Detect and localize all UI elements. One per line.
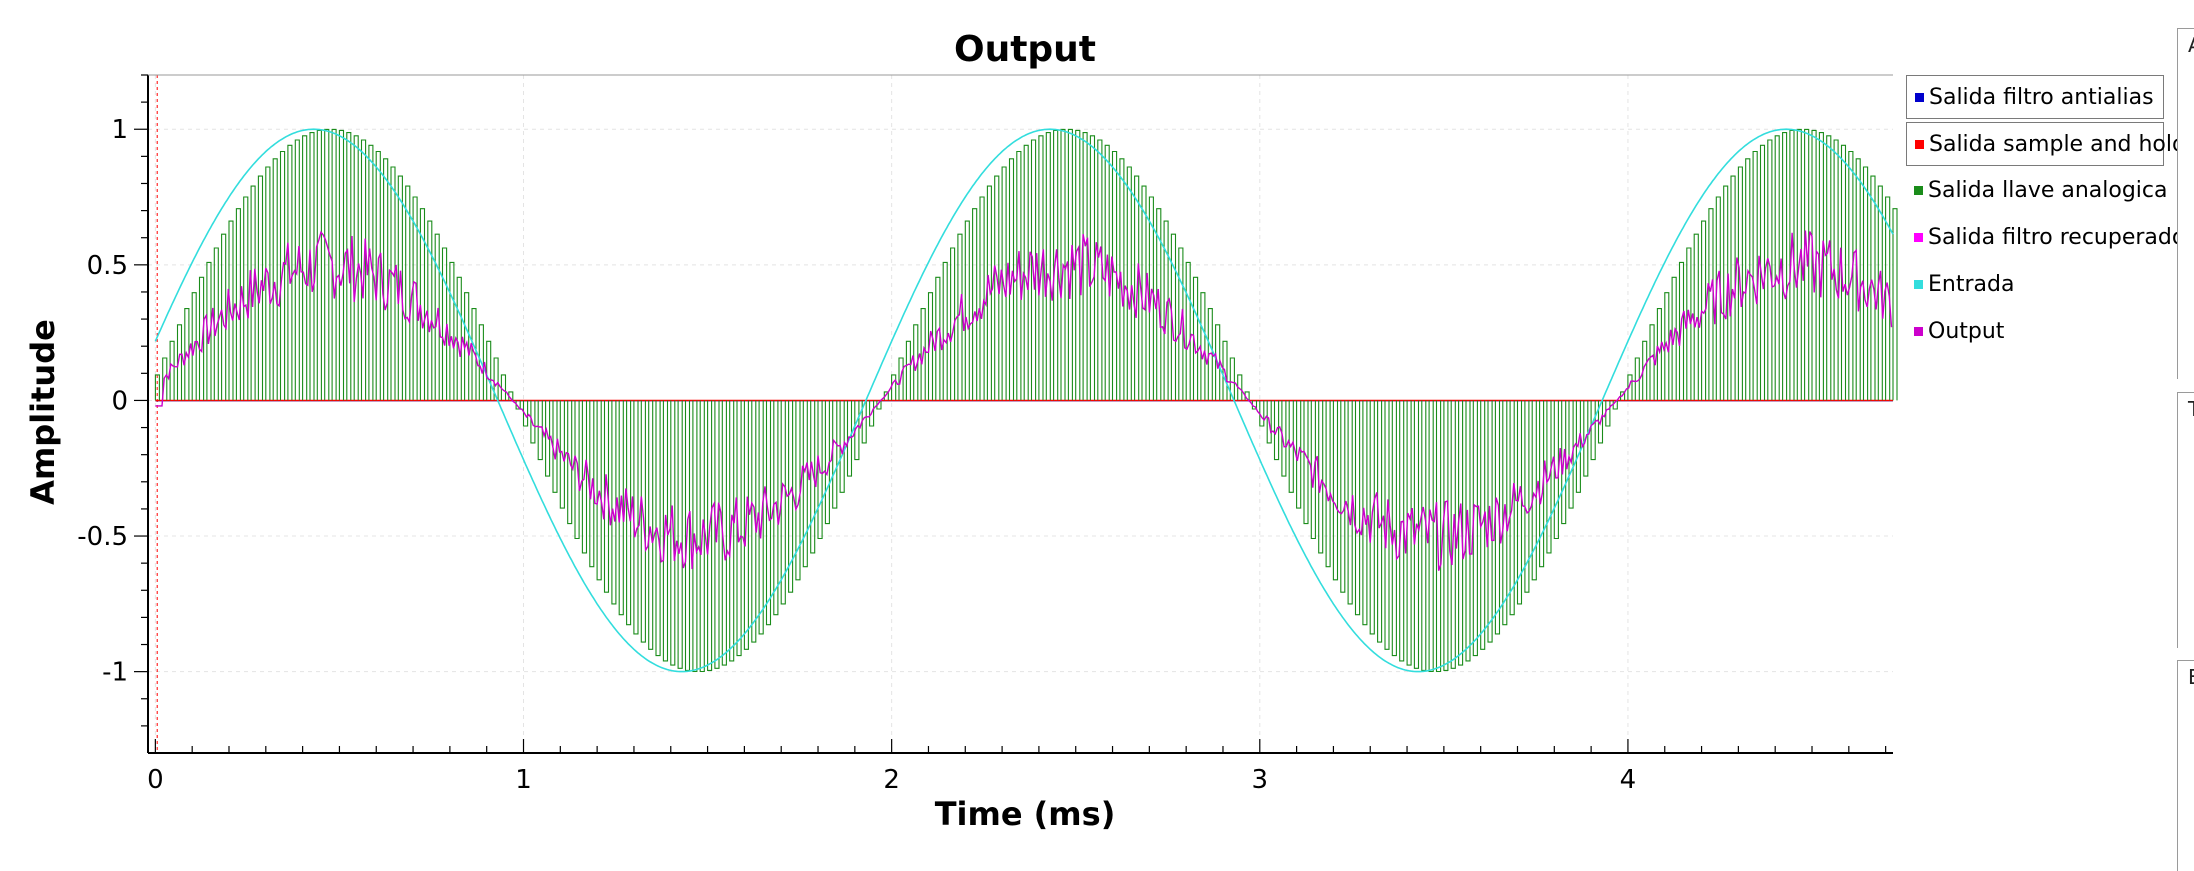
legend-swatch-5 xyxy=(1914,327,1923,336)
legend-swatch-4 xyxy=(1914,280,1923,289)
x-tick-label-0: 0 xyxy=(147,765,164,795)
side-panel-t: T xyxy=(2177,392,2194,648)
side-panel-e-label: E xyxy=(2188,665,2194,689)
legend-label-1: Salida sample and hold xyxy=(1929,132,2186,157)
legend-label-3: Salida filtro recuperador xyxy=(1928,225,2194,250)
legend-item-1[interactable]: Salida sample and hold xyxy=(1906,122,2186,166)
x-axis-label: Time (ms) xyxy=(935,795,1116,833)
legend-label-5: Output xyxy=(1928,319,2005,344)
series-entrada xyxy=(154,128,1894,673)
x-tick-label-3: 3 xyxy=(1252,765,1269,795)
legend: Salida filtro antialias Salida sample and… xyxy=(1906,75,2194,357)
y-tick-label-0: -1 xyxy=(102,658,128,688)
legend-swatch-1 xyxy=(1915,140,1924,149)
x-tick-label-2: 2 xyxy=(883,765,900,795)
legend-swatch-2 xyxy=(1914,186,1923,195)
chart-title: Output xyxy=(954,29,1096,70)
series-output xyxy=(155,230,1893,571)
y-tick-label-3: 0.5 xyxy=(87,251,128,281)
y-tick-label-2: 0 xyxy=(111,386,128,416)
legend-label-4: Entrada xyxy=(1928,272,2015,297)
side-panel-a-label: A xyxy=(2188,33,2194,57)
axes xyxy=(147,74,1893,754)
side-panel-a: A xyxy=(2177,28,2194,379)
legend-item-5[interactable]: Output xyxy=(1906,310,2164,354)
legend-label-0: Salida filtro antialias xyxy=(1929,85,2154,110)
legend-swatch-0 xyxy=(1915,93,1924,102)
x-tick-label-1: 1 xyxy=(515,765,532,795)
y-tick-label-1: -0.5 xyxy=(77,522,128,552)
legend-swatch-3 xyxy=(1914,233,1923,242)
series-salida-llave-analogica xyxy=(154,128,1898,673)
legend-label-2: Salida llave analogica xyxy=(1928,178,2168,203)
legend-item-3[interactable]: Salida filtro recuperador xyxy=(1906,216,2194,260)
plot-area[interactable] xyxy=(154,75,1898,753)
side-panel-e: E xyxy=(2177,660,2194,871)
y-tick-label-4: 1 xyxy=(111,115,128,145)
legend-item-4[interactable]: Entrada xyxy=(1906,263,2164,307)
legend-item-2[interactable]: Salida llave analogica xyxy=(1906,169,2168,213)
side-panel-t-label: T xyxy=(2188,397,2194,421)
y-axis-label: Amplitude xyxy=(24,319,62,505)
legend-item-0[interactable]: Salida filtro antialias xyxy=(1906,75,2164,119)
ticks: 0 1 2 3 4 -1 -0.5 0 0.5 1 xyxy=(77,74,1887,795)
x-tick-label-4: 4 xyxy=(1620,765,1637,795)
